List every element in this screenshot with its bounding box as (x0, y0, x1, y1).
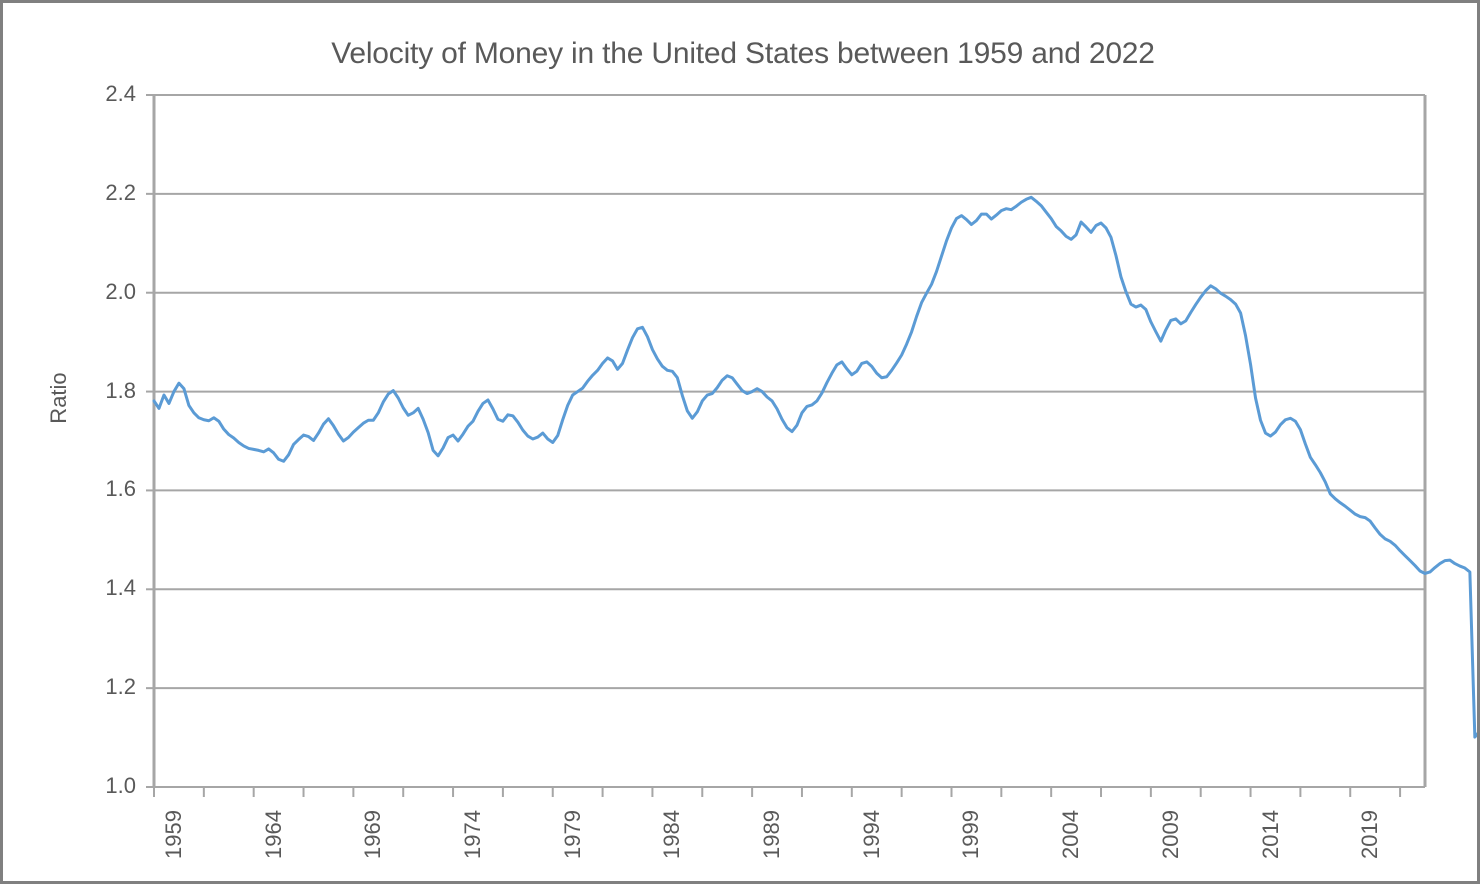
y-tick-label: 2.0 (105, 278, 136, 304)
data-line-series (152, 195, 1477, 739)
y-tick-label: 1.0 (105, 773, 136, 798)
y-tick-label: 1.8 (105, 377, 136, 403)
y-tick-label: 2.4 (105, 81, 136, 106)
y-tick-label: 1.2 (105, 674, 136, 700)
y-tick-label: 2.2 (105, 179, 136, 205)
axis-lines (152, 95, 1427, 787)
page-title: Velocity of Money in the United States b… (331, 37, 1155, 70)
gridlines (154, 94, 1425, 788)
y-tick-label: 1.6 (105, 476, 136, 502)
plot-area (146, 94, 1477, 797)
axis-ticks (146, 94, 1402, 797)
y-tick-label: 1.4 (105, 575, 136, 601)
